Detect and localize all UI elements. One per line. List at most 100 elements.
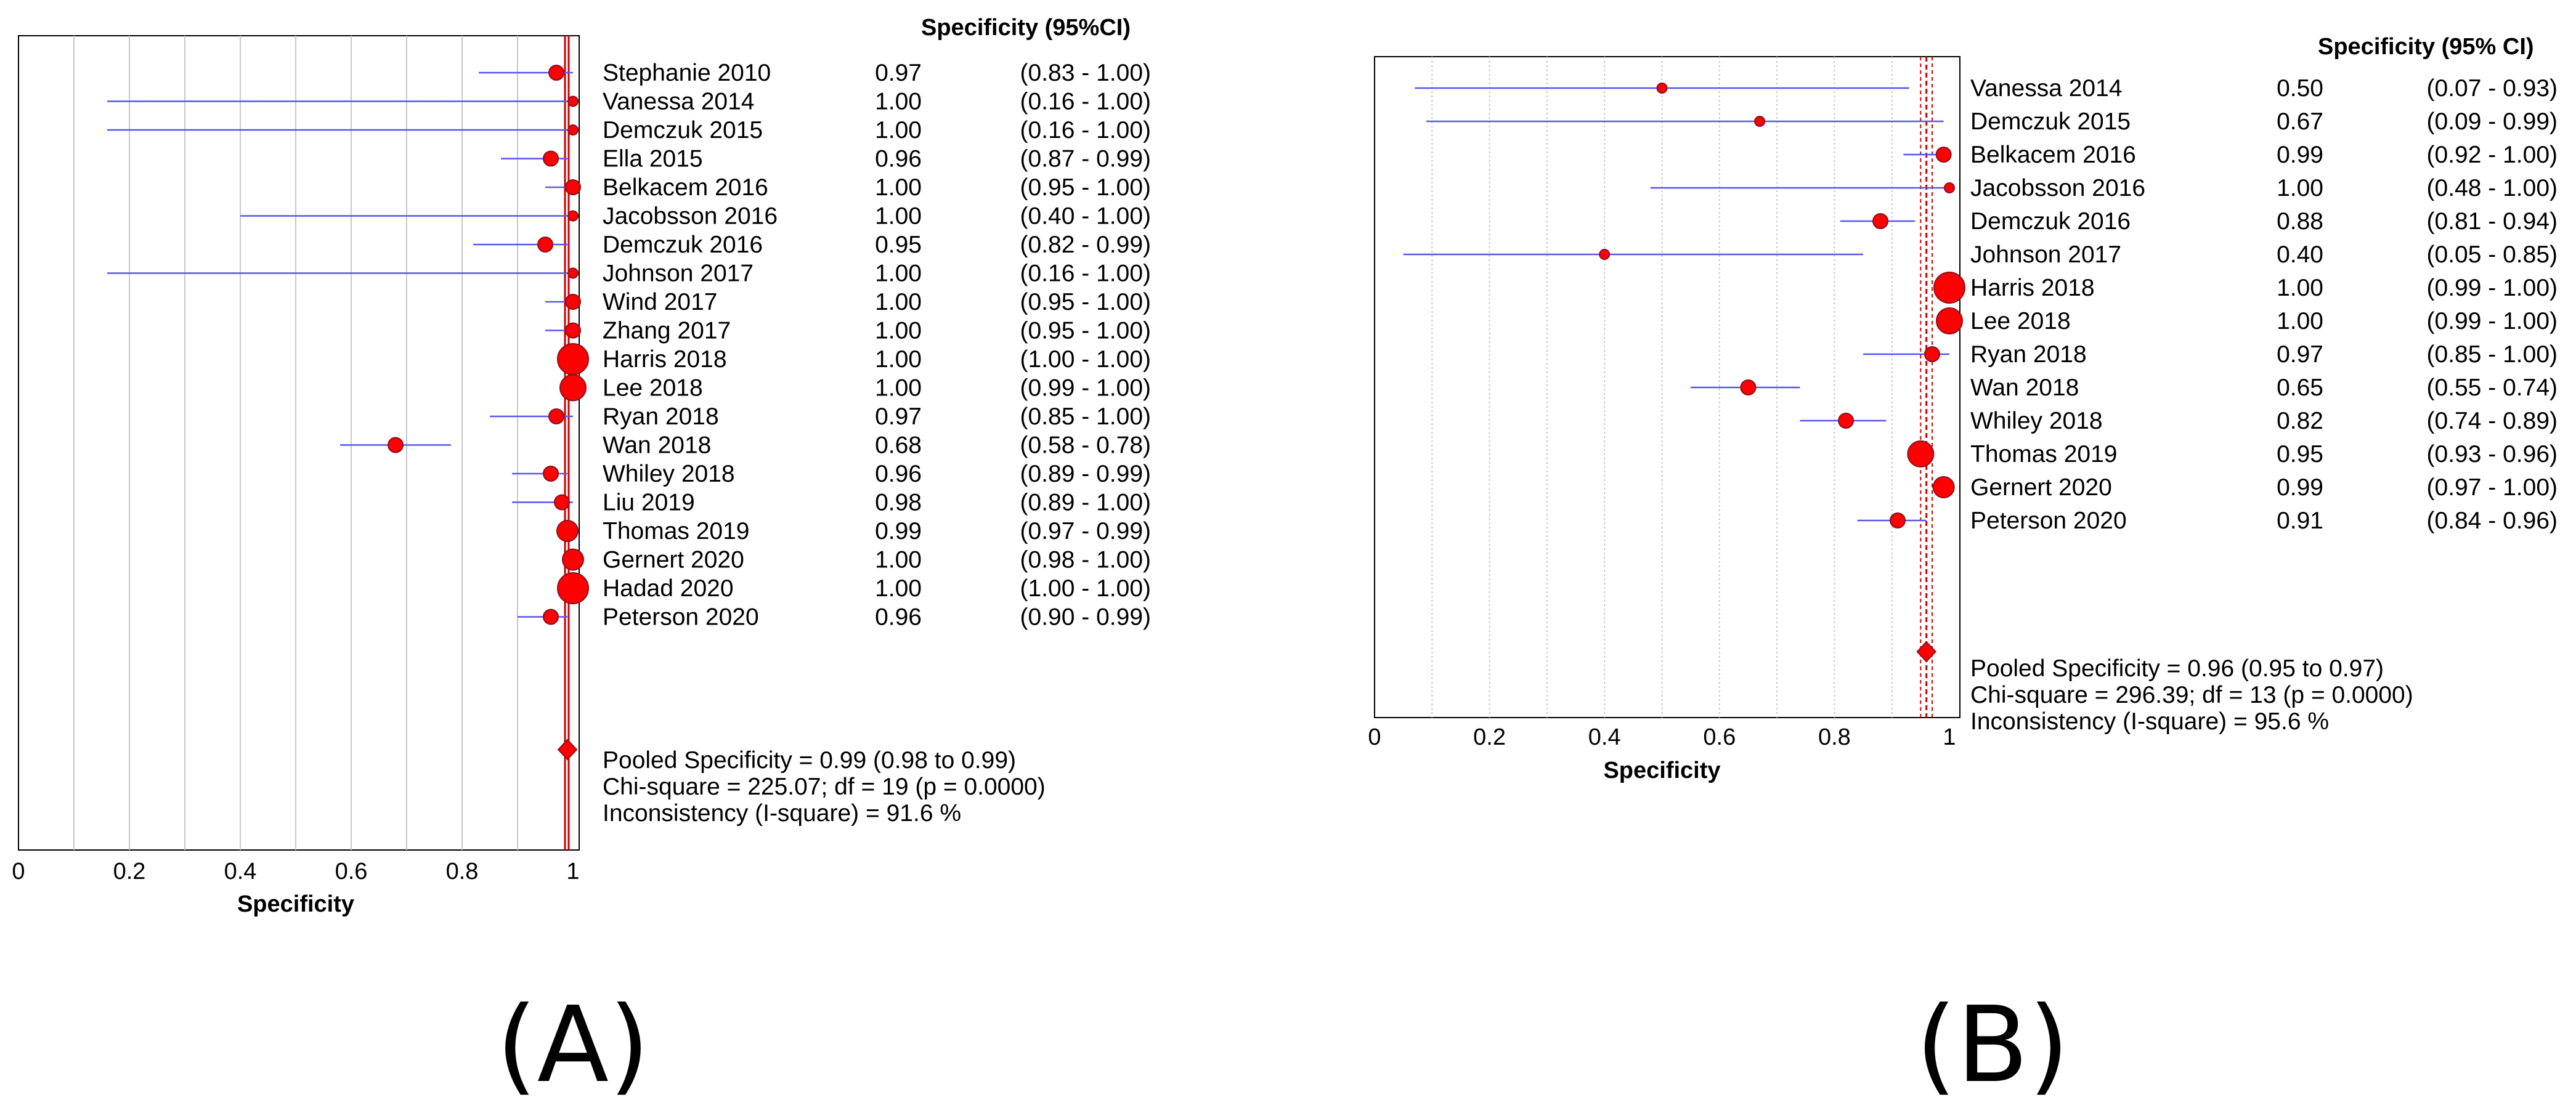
study-ci: (0.09 - 0.99) [2427,108,2558,135]
study-ci: (0.74 - 0.89) [2427,408,2558,434]
x-tick-label: 0.2 [1473,724,1506,750]
point-estimate-marker [543,609,559,625]
point-estimate-marker [1944,182,1955,193]
study-ci: (0.99 - 1.00) [2427,308,2558,334]
study-ci: (0.84 - 0.96) [2427,508,2558,534]
point-estimate-marker [548,65,564,81]
study-name: Peterson 2020 [603,604,759,631]
study-ci: (0.92 - 1.00) [2427,142,2558,168]
point-estimate-marker [562,548,584,571]
point-estimate-marker [567,210,579,222]
study-name: Ryan 2018 [1970,341,2087,368]
study-ci: (0.85 - 1.00) [1020,403,1151,430]
study-specificity: 0.97 [875,60,922,86]
point-estimate-marker [1933,272,1965,304]
point-estimate-marker [559,374,587,402]
x-tick-label: 1 [566,859,579,884]
study-name: Lee 2018 [1970,308,2071,334]
x-tick-label: 0.6 [335,859,368,884]
x-tick-label: 0 [1368,724,1381,750]
pooled-diamond [1916,641,1937,663]
study-name: Vanessa 2014 [1970,75,2122,102]
study-specificity: 0.97 [875,403,922,430]
study-specificity: 0.97 [2277,341,2323,368]
x-tick-label: 0 [12,859,25,884]
study-name: Jacobsson 2016 [1970,175,2145,201]
point-estimate-marker [1907,440,1935,467]
study-ci: (0.85 - 1.00) [2427,341,2558,368]
pooled-lines-b [1920,57,1933,718]
table-header-b: Specificity (95% CI) [2318,34,2534,60]
study-name: Ella 2015 [603,146,703,172]
study-name: Wan 2018 [603,432,711,459]
x-tick-label: 0.4 [224,859,257,884]
study-specificity: 0.95 [2277,441,2323,467]
study-ci: (0.16 - 1.00) [1020,89,1151,115]
study-specificity: 1.00 [875,575,922,602]
study-name: Johnson 2017 [603,261,754,287]
study-ci: (0.16 - 1.00) [1020,117,1151,144]
study-specificity: 0.95 [875,232,922,258]
study-name: Ryan 2018 [603,403,719,430]
study-specificity: 1.00 [875,89,922,115]
pooled-stat-line: Chi-square = 296.39; df = 13 (p = 0.0000… [1970,682,2413,708]
pooled-stats-b: Pooled Specificity = 0.96 (0.95 to 0.97)… [1970,655,2413,735]
point-estimate-marker [1932,476,1955,498]
study-specificity: 0.65 [2277,374,2323,401]
pooled-stat-line: Chi-square = 225.07; df = 19 (p = 0.0000… [603,774,1046,800]
point-estimate-marker [557,572,589,604]
study-name: Demczuk 2016 [1970,208,2131,235]
study-ci: (0.98 - 1.00) [1020,547,1151,573]
point-estimate-marker [388,437,404,453]
study-specificity: 0.67 [2277,108,2323,135]
study-ci: (0.16 - 1.00) [1020,261,1151,287]
study-ci: (0.95 - 1.00) [1020,318,1151,344]
pooled-stat-line: Pooled Specificity = 0.96 (0.95 to 0.97) [1970,655,2384,682]
study-ci: (0.90 - 0.99) [1020,604,1151,631]
study-ci: (0.99 - 1.00) [1020,375,1151,402]
study-specificity: 0.50 [2277,75,2323,102]
study-name: Thomas 2019 [603,518,749,544]
gridlines-a [73,36,518,850]
study-specificity: 1.00 [2277,275,2323,301]
point-estimate-marker [1936,307,1963,334]
panel-label-b: (B) [1916,984,2069,1106]
point-estimate-marker [567,95,579,107]
study-ci: (0.55 - 0.74) [2427,374,2558,401]
point-estimate-marker [567,267,579,279]
point-estimate-marker [543,466,559,482]
study-name: Thomas 2019 [1970,441,2117,467]
point-estimate-marker [556,520,579,542]
point-estimate-marker [565,179,581,195]
study-specificity: 0.40 [2277,241,2323,268]
x-axis-label-b: Specificity [1603,758,1720,783]
study-name: Whiley 2018 [603,461,735,487]
point-estimate-marker [1656,83,1668,94]
study-ci: (0.05 - 0.85) [2427,241,2558,268]
panel-label-a: (A) [497,984,650,1106]
point-estimate-marker [537,237,553,253]
study-ci: (0.89 - 0.99) [1020,461,1151,487]
study-ci: (0.99 - 1.00) [2427,275,2558,301]
x-tick-label: 0.6 [1703,724,1736,750]
pooled-lines-a [564,36,570,850]
point-markers-b [1599,83,1965,663]
study-name: Zhang 2017 [603,318,731,344]
study-ci: (0.95 - 1.00) [1020,174,1151,201]
study-specificity: 0.96 [875,146,922,172]
point-estimate-marker [1890,512,1906,528]
study-specificity: 1.00 [875,117,922,144]
study-name: Wan 2018 [1970,374,2079,401]
study-specificity: 0.68 [875,432,922,459]
x-tick-label: 0.4 [1588,724,1621,750]
point-estimate-marker [1599,249,1611,260]
plot-frame-b [1374,56,1960,718]
study-specificity: 0.99 [2277,474,2323,501]
study-specificity: 0.82 [2277,408,2323,434]
study-ci: (0.82 - 0.99) [1020,232,1151,258]
study-name: Lee 2018 [603,375,703,402]
pooled-stat-line: Inconsistency (I-square) = 95.6 % [1970,708,2329,735]
study-specificity: 0.99 [2277,142,2323,168]
pooled-stat-line: Pooled Specificity = 0.99 (0.98 to 0.99) [603,747,1016,774]
study-specificity: 0.96 [875,604,922,631]
